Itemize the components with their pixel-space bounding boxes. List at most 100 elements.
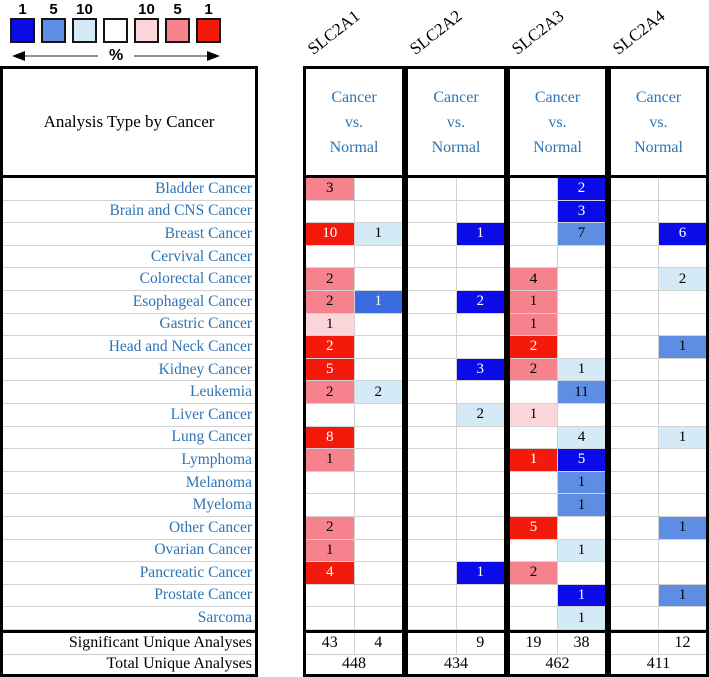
legend-item: 10	[134, 2, 159, 43]
analysis-type-table: Analysis Type by Cancer Bladder Cancer Br…	[0, 66, 258, 677]
gene-label-slc2a1[interactable]: SLC2A1	[304, 6, 364, 59]
up-regulated-cell	[611, 381, 659, 403]
down-regulated-cell	[355, 336, 403, 358]
down-regulated-cell[interactable]: 2	[456, 290, 504, 313]
up-regulated-cell[interactable]: 10	[306, 223, 355, 245]
down-regulated-cell[interactable]: 2	[558, 178, 605, 200]
row-label[interactable]: Ovarian Cancer	[3, 540, 255, 563]
row-label[interactable]: Esophageal Cancer	[3, 291, 255, 314]
down-regulated-cell	[457, 268, 505, 290]
heatmap-row	[408, 200, 504, 224]
up-regulated-cell[interactable]: 1	[510, 403, 558, 426]
up-regulated-cell[interactable]: 2	[306, 290, 355, 313]
down-regulated-cell[interactable]: 2	[354, 381, 402, 403]
heatmap-row: 2	[306, 336, 402, 359]
row-label[interactable]: Lymphoma	[3, 449, 255, 472]
down-regulated-cell	[457, 314, 505, 336]
heatmap-row	[408, 381, 504, 404]
row-label[interactable]: Myeloma	[3, 494, 255, 517]
down-regulated-cell[interactable]: 1	[659, 516, 706, 539]
gene-label-slc2a4[interactable]: SLC2A4	[609, 6, 669, 59]
heatmap-row: 5	[306, 358, 402, 382]
down-regulated-cell[interactable]: 3	[456, 358, 504, 381]
up-regulated-cell[interactable]: 8	[306, 426, 355, 449]
down-regulated-cell[interactable]: 1	[558, 607, 605, 629]
up-regulated-cell	[408, 268, 457, 290]
down-regulated-cell[interactable]: 1	[659, 336, 706, 358]
row-label[interactable]: Cervival Cancer	[3, 246, 255, 269]
up-regulated-cell[interactable]: 1	[510, 449, 558, 471]
up-regulated-cell[interactable]: 4	[510, 268, 558, 290]
down-regulated-cell	[355, 585, 403, 607]
down-regulated-cell[interactable]: 1	[558, 539, 605, 562]
down-regulated-cell[interactable]: 3	[558, 200, 605, 223]
total-analyses-count: 411	[611, 653, 706, 674]
row-label[interactable]: Melanoma	[3, 472, 255, 495]
down-regulated-cell[interactable]: 4	[558, 426, 605, 449]
up-regulated-cell[interactable]: 1	[306, 449, 355, 471]
down-regulated-cell[interactable]: 11	[558, 381, 605, 403]
down-regulated-cell[interactable]: 1	[558, 358, 605, 381]
heatmap-row: 2	[510, 178, 605, 201]
up-regulated-cell[interactable]: 2	[306, 336, 355, 358]
up-regulated-cell	[611, 223, 659, 245]
column-header-cancer-vs-normal: Cancer vs. Normal	[510, 69, 605, 178]
up-regulated-cell[interactable]: 2	[510, 358, 558, 381]
down-regulated-cell	[659, 359, 706, 381]
significant-down-count: 9	[476, 634, 485, 652]
down-regulated-cell[interactable]: 7	[558, 223, 605, 245]
down-regulated-cell[interactable]: 2	[659, 268, 706, 290]
row-label[interactable]: Leukemia	[3, 381, 255, 404]
heatmap-row: 1	[611, 336, 706, 359]
up-regulated-cell[interactable]: 2	[510, 336, 558, 358]
row-label[interactable]: Colorectal Cancer	[3, 268, 255, 291]
up-regulated-cell[interactable]: 3	[306, 178, 355, 200]
down-regulated-cell[interactable]: 1	[456, 223, 504, 245]
down-regulated-cell[interactable]: 1	[456, 562, 504, 584]
legend-item	[103, 2, 128, 43]
row-label[interactable]: Lung Cancer	[3, 427, 255, 450]
down-regulated-cell[interactable]: 1	[558, 494, 605, 516]
down-regulated-cell[interactable]: 5	[558, 449, 605, 471]
down-regulated-cell	[355, 404, 403, 426]
row-label[interactable]: Kidney Cancer	[3, 359, 255, 382]
down-regulated-cell[interactable]: 1	[558, 471, 605, 494]
down-regulated-cell[interactable]: 1	[354, 223, 402, 245]
up-regulated-cell[interactable]: 2	[306, 268, 355, 290]
down-regulated-cell	[558, 268, 605, 290]
up-regulated-cell[interactable]: 1	[306, 539, 355, 562]
row-label[interactable]: Liver Cancer	[3, 404, 255, 427]
up-regulated-cell[interactable]: 5	[510, 516, 558, 539]
up-regulated-cell[interactable]: 2	[306, 516, 355, 539]
down-regulated-cell[interactable]: 2	[456, 403, 504, 426]
row-label[interactable]: Other Cancer	[3, 517, 255, 540]
up-regulated-cell[interactable]: 2	[306, 381, 355, 403]
heatmap-row: 3	[306, 178, 402, 201]
up-regulated-cell[interactable]: 1	[510, 313, 558, 336]
row-label[interactable]: Head and Neck Cancer	[3, 336, 255, 359]
down-regulated-cell[interactable]: 1	[354, 290, 402, 313]
up-regulated-cell[interactable]: 4	[306, 562, 355, 584]
row-label[interactable]: Sarcoma	[3, 607, 255, 630]
down-regulated-cell[interactable]: 1	[659, 584, 706, 607]
row-label[interactable]: Gastric Cancer	[3, 314, 255, 337]
row-label[interactable]: Prostate Cancer	[3, 585, 255, 608]
row-label[interactable]: Pancreatic Cancer	[3, 562, 255, 585]
down-regulated-cell	[355, 494, 403, 516]
row-label[interactable]: Bladder Cancer	[3, 178, 255, 201]
row-label[interactable]: Breast Cancer	[3, 223, 255, 246]
down-regulated-cell[interactable]: 1	[558, 584, 605, 607]
gene-label-slc2a3[interactable]: SLC2A3	[508, 6, 568, 59]
percent-label: %	[109, 47, 124, 64]
up-regulated-cell	[611, 178, 659, 200]
up-regulated-cell	[611, 245, 659, 268]
down-regulated-cell[interactable]: 6	[659, 223, 706, 245]
down-regulated-cell[interactable]: 1	[659, 426, 706, 449]
gene-label-slc2a2[interactable]: SLC2A2	[406, 6, 466, 59]
up-regulated-cell[interactable]: 5	[306, 358, 355, 381]
up-regulated-cell[interactable]: 1	[510, 290, 558, 313]
up-regulated-cell[interactable]: 1	[306, 313, 355, 336]
down-regulated-cell	[457, 178, 505, 200]
up-regulated-cell[interactable]: 2	[510, 562, 558, 584]
row-label[interactable]: Brain and CNS Cancer	[3, 201, 255, 224]
